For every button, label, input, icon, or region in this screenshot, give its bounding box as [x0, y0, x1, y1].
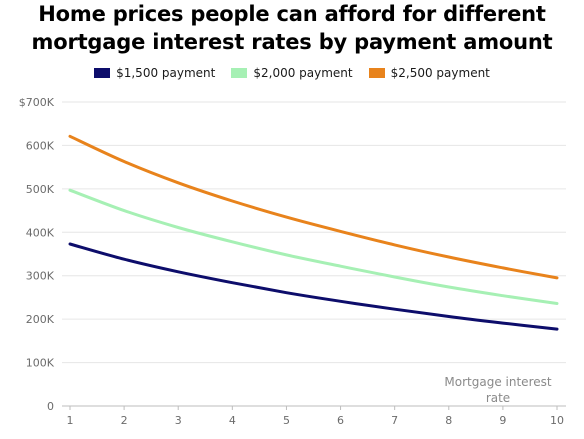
- legend-item-2500: $2,500 payment: [368, 66, 490, 80]
- legend-label-2500: $2,500 payment: [390, 66, 490, 80]
- legend-swatch-2500: [368, 68, 385, 78]
- y-tick-label: 300K: [26, 270, 55, 283]
- legend-swatch-1500: [94, 68, 111, 78]
- x-axis-label-line: Mortgage interest: [444, 375, 551, 389]
- legend-swatch-2000: [231, 68, 248, 78]
- series-line-1500: [68, 242, 559, 331]
- x-tick-label: 7: [391, 414, 398, 427]
- x-tick-label: 3: [175, 414, 182, 427]
- legend-item-2000: $2,000 payment: [231, 66, 353, 80]
- y-tick-label: 200K: [26, 313, 55, 326]
- chart-title-line-2: mortgage interest rates by payment amoun…: [31, 30, 553, 54]
- legend-label-1500: $1,500 payment: [116, 66, 216, 80]
- x-tick-label: 1: [67, 414, 74, 427]
- chart-title: Home prices people can afford for differ…: [0, 0, 584, 56]
- legend-label-2000: $2,000 payment: [253, 66, 353, 80]
- x-tick-label: 4: [229, 414, 236, 427]
- x-tick-label: 5: [283, 414, 290, 427]
- y-tick-label: 0: [47, 400, 54, 413]
- series-line-2500: [68, 134, 559, 280]
- y-tick-label: $700K: [19, 96, 55, 109]
- x-tick-label: 9: [499, 414, 506, 427]
- y-tick-label: 600K: [26, 139, 55, 152]
- x-tick-label: 2: [121, 414, 128, 427]
- series-line-2000: [68, 188, 559, 305]
- x-tick-label: 6: [337, 414, 344, 427]
- x-tick-label: 8: [445, 414, 452, 427]
- y-tick-label: 400K: [26, 226, 55, 239]
- legend-item-1500: $1,500 payment: [94, 66, 215, 80]
- x-axis-label-line: rate: [486, 391, 510, 405]
- legend: $1,500 payment $2,000 payment $2,500 pay…: [0, 66, 584, 80]
- y-tick-label: 500K: [26, 183, 55, 196]
- chart-title-line-1: Home prices people can afford for differ…: [38, 2, 546, 26]
- x-tick-label: 10: [550, 414, 564, 427]
- y-tick-label: 100K: [26, 357, 55, 370]
